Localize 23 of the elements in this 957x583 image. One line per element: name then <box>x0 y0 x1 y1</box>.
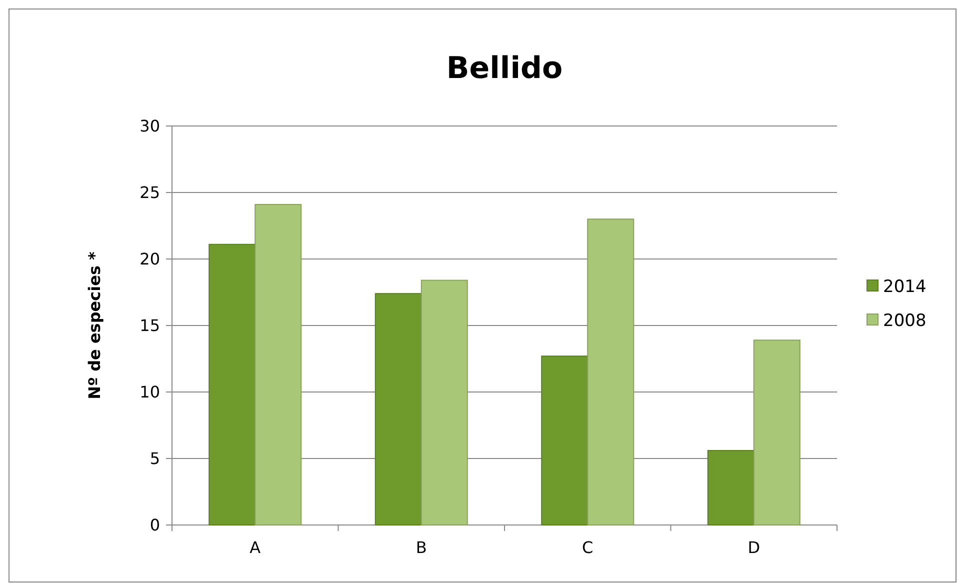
x-tick-label: B <box>416 538 427 557</box>
y-tick-label: 10 <box>140 382 160 402</box>
x-tick-label: D <box>748 538 760 557</box>
bar <box>254 204 302 526</box>
x-tick-label: C <box>582 538 594 557</box>
bar <box>587 218 634 526</box>
bar <box>707 450 754 526</box>
x-tick-label: A <box>250 538 261 557</box>
y-tick-label: 20 <box>140 250 160 269</box>
y-tick-label: 5 <box>150 449 160 468</box>
legend-label: 2014 <box>883 276 926 297</box>
chart-title: Bellido <box>446 51 563 86</box>
legend-label: 2008 <box>883 310 926 331</box>
y-tick-label: 30 <box>140 116 160 136</box>
y-tick-label: 15 <box>140 316 160 336</box>
y-tick-label: 0 <box>150 516 160 535</box>
y-tick-label: 25 <box>140 183 160 202</box>
bar <box>208 244 256 526</box>
bar <box>541 356 588 526</box>
bar <box>753 340 800 526</box>
bar <box>374 293 422 526</box>
y-axis-title: Nº de especies * <box>85 250 104 400</box>
bar <box>420 280 468 526</box>
